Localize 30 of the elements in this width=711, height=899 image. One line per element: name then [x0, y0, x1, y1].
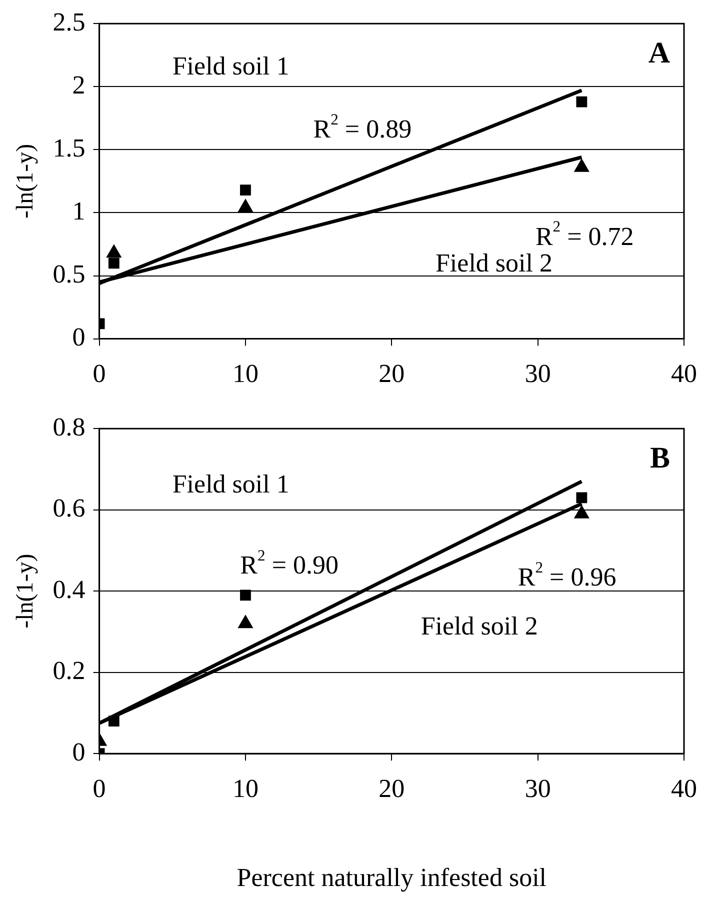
annotation: Field soil 2	[420, 611, 538, 640]
y-tick-label: 1.5	[52, 134, 86, 163]
x-tick-label: 30	[524, 774, 551, 804]
x-tick-label: 10	[232, 774, 258, 804]
x-tick-label: 0	[92, 774, 106, 804]
x-tick-label: 20	[378, 774, 405, 804]
annotation: Field soil 2	[435, 248, 552, 278]
y-tick-label: 0.5	[52, 260, 86, 289]
y-axis-title: -ln(1-y)	[12, 144, 39, 219]
y-tick-label: 0.4	[52, 574, 86, 604]
x-tick-label: 30	[524, 359, 551, 388]
annotation: A	[648, 36, 670, 70]
y-tick-label: 2	[72, 70, 86, 100]
y-tick-label: 1	[72, 196, 86, 226]
x-tick-label: 40	[671, 359, 697, 388]
annotation: Field soil 1	[172, 52, 290, 81]
x-tick-label: 10	[232, 359, 258, 388]
y-tick-label: 0.8	[52, 412, 86, 442]
annotation: Field soil 1	[172, 469, 290, 498]
x-tick-label: 40	[671, 774, 697, 804]
y-tick-label: 0.2	[52, 656, 86, 686]
x-axis-title: Percent naturally infested soil	[236, 863, 547, 892]
y-axis-title: -ln(1-y)	[12, 554, 39, 628]
x-tick-label: 20	[378, 359, 405, 388]
x-tick-label: 0	[92, 359, 106, 388]
y-tick-label: 0	[72, 322, 86, 352]
y-tick-label: 2.5	[52, 7, 86, 36]
y-tick-label: 0	[72, 737, 86, 766]
annotation: B	[650, 441, 670, 474]
y-tick-label: 0.6	[52, 494, 86, 523]
